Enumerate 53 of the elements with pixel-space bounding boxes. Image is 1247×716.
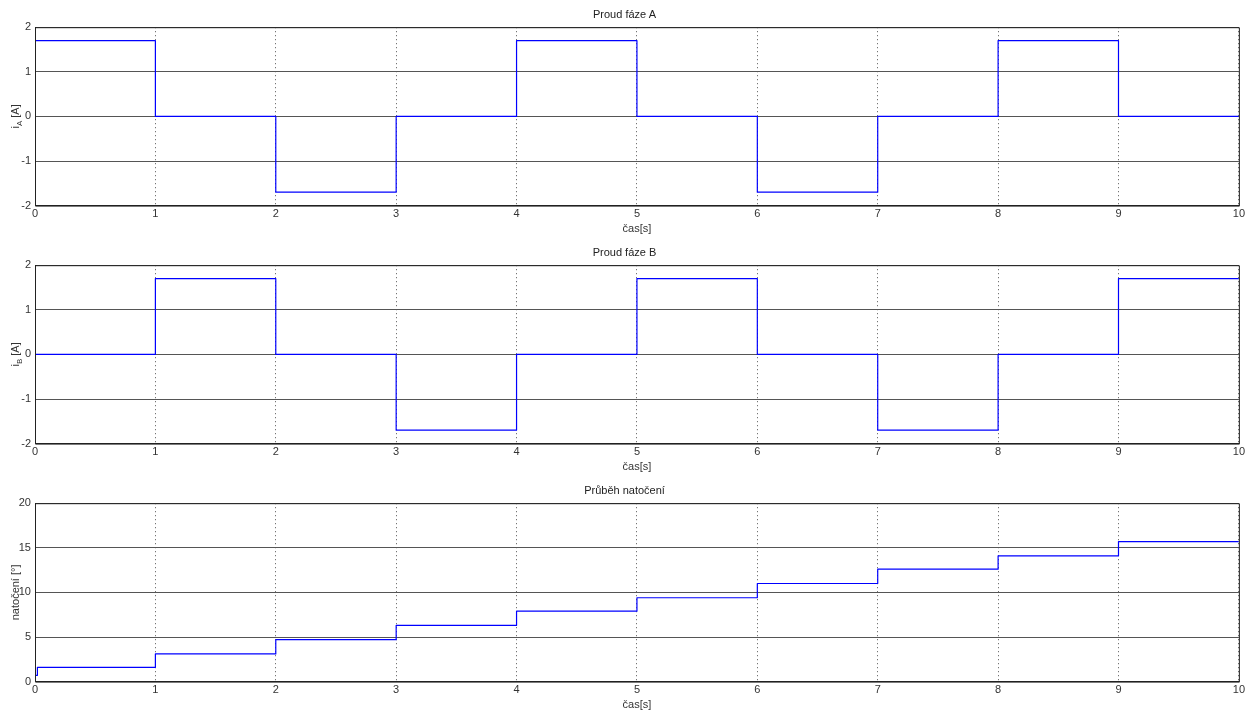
x-tick-label: 2 bbox=[272, 683, 279, 696]
x-tick-label: 5 bbox=[633, 207, 640, 220]
x-tick-label: 2 bbox=[272, 207, 279, 220]
x-tick-label: 3 bbox=[393, 207, 400, 220]
x-tick-label: 7 bbox=[874, 207, 881, 220]
y-tick-label: 1 bbox=[24, 302, 31, 315]
x-tick-label: 6 bbox=[754, 207, 761, 220]
x-tick-label: 10 bbox=[1232, 207, 1246, 220]
y-tick-label: -2 bbox=[21, 436, 31, 449]
x-tick-label: 1 bbox=[152, 445, 159, 458]
x-tick-label: 8 bbox=[995, 445, 1002, 458]
x-tick-label: 1 bbox=[152, 683, 159, 696]
y-tick-label: 20 bbox=[18, 496, 31, 509]
y-tick-label: 10 bbox=[18, 585, 31, 598]
x-tick-label: 5 bbox=[633, 445, 640, 458]
x-tick-label: 9 bbox=[1115, 683, 1122, 696]
x-tick-label: 4 bbox=[513, 207, 520, 220]
x-tick-label: 10 bbox=[1232, 683, 1246, 696]
chart-title: Průběh natočení bbox=[584, 483, 665, 496]
x-tick-label: 3 bbox=[393, 683, 400, 696]
y-tick-label: 0 bbox=[24, 109, 31, 122]
y-tick-label: 15 bbox=[18, 540, 31, 553]
x-tick-label: 3 bbox=[393, 445, 400, 458]
x-tick-label: 4 bbox=[513, 683, 520, 696]
x-axis-title: čas[s] bbox=[622, 698, 652, 711]
y-axis-title: iB [A] bbox=[9, 342, 25, 367]
x-tick-label: 7 bbox=[874, 683, 881, 696]
x-tick-label: 5 bbox=[633, 683, 640, 696]
x-tick-label: 7 bbox=[874, 445, 881, 458]
x-tick-label: 9 bbox=[1115, 207, 1122, 220]
y-tick-label: -1 bbox=[21, 154, 31, 167]
x-axis-title: čas[s] bbox=[622, 222, 652, 235]
x-tick-label: 10 bbox=[1232, 445, 1246, 458]
x-tick-label: 8 bbox=[995, 683, 1002, 696]
y-tick-label: 2 bbox=[24, 258, 31, 271]
y-tick-label: 0 bbox=[24, 347, 31, 360]
chart-title: Proud fáze B bbox=[592, 245, 657, 258]
y-axis-title: iA [A] bbox=[9, 104, 25, 129]
y-tick-label: -1 bbox=[21, 392, 31, 405]
y-tick-label: 1 bbox=[24, 64, 31, 77]
x-tick-label: 4 bbox=[513, 445, 520, 458]
x-tick-label: 6 bbox=[754, 445, 761, 458]
x-tick-label: 2 bbox=[272, 445, 279, 458]
y-tick-label: 2 bbox=[24, 20, 31, 33]
x-tick-label: 6 bbox=[754, 683, 761, 696]
x-tick-label: 8 bbox=[995, 207, 1002, 220]
x-tick-label: 9 bbox=[1115, 445, 1122, 458]
y-tick-label: 0 bbox=[24, 674, 31, 687]
x-tick-label: 1 bbox=[152, 207, 159, 220]
x-axis-title: čas[s] bbox=[622, 460, 652, 473]
chart-title: Proud fáze A bbox=[593, 7, 657, 20]
y-tick-label: 5 bbox=[24, 630, 31, 643]
y-tick-label: -2 bbox=[21, 198, 31, 211]
